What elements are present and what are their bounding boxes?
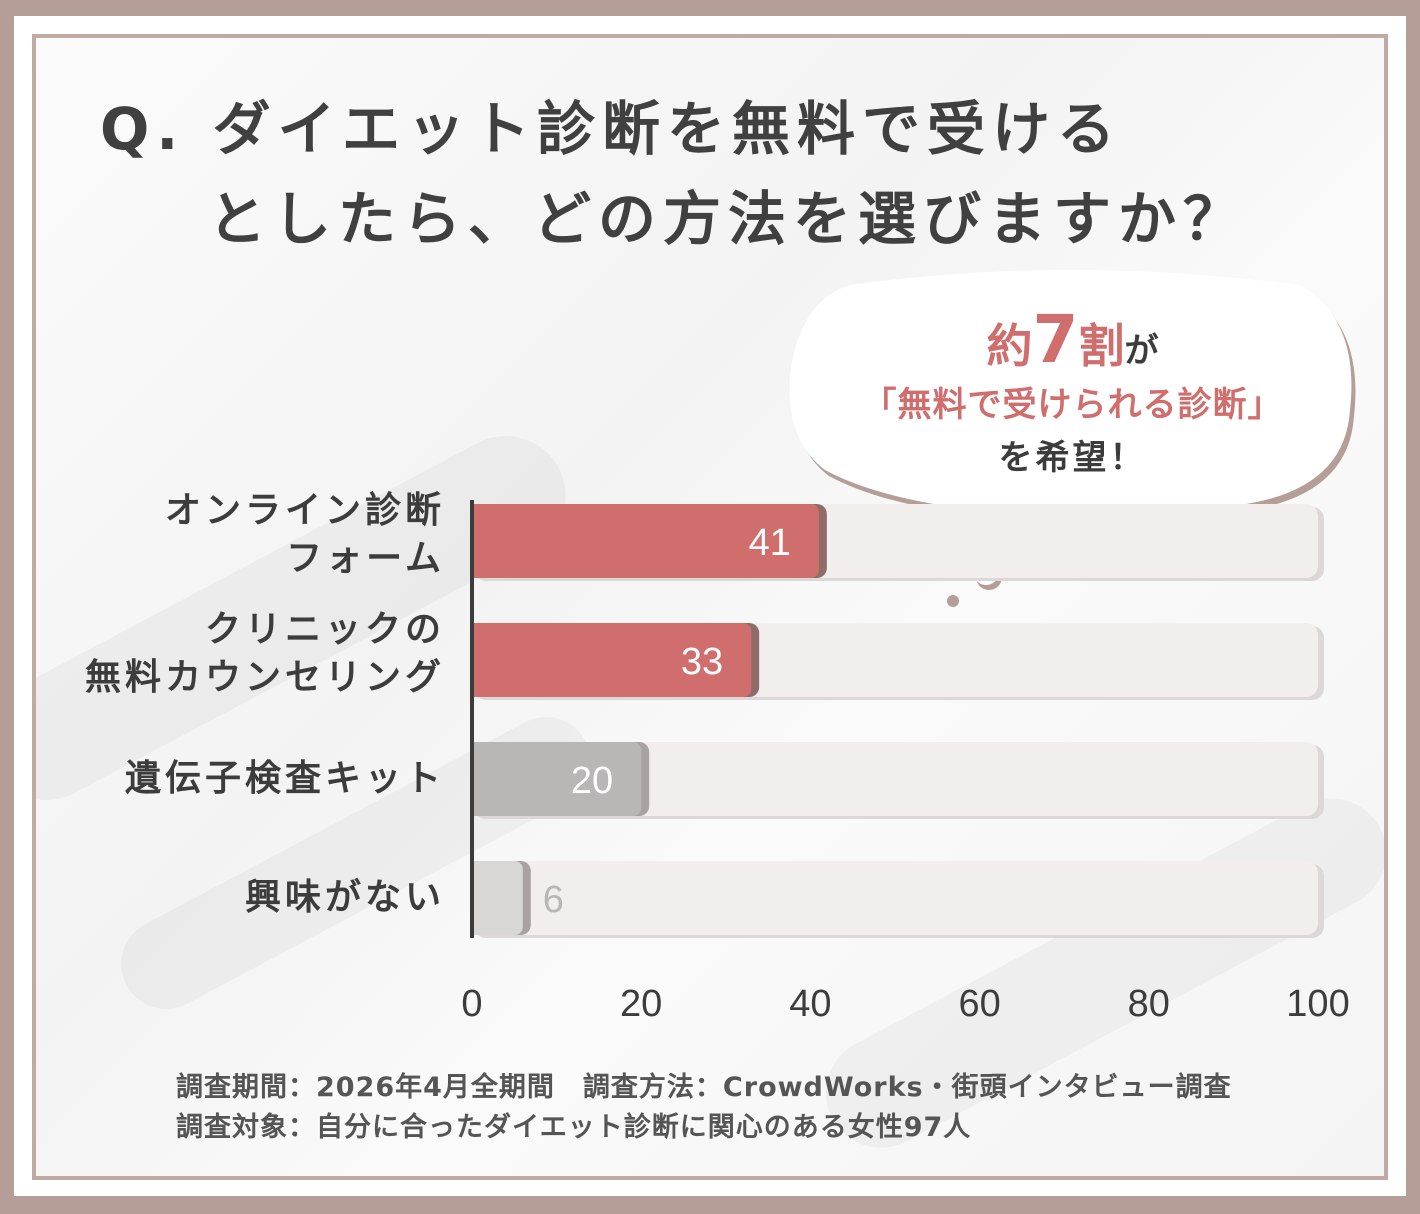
bar-base <box>472 623 484 697</box>
callout-unit: 割 <box>1078 319 1125 373</box>
x-tick-label: 80 <box>1128 983 1170 1025</box>
callout-highlight: 「無料で受けられる診断」 <box>862 385 1283 425</box>
x-tick-label: 20 <box>620 983 662 1025</box>
callout-prefix: 約 <box>986 319 1033 373</box>
bar-3 <box>472 861 523 935</box>
category-label: 興味がない <box>245 874 445 922</box>
bar-track <box>472 742 1318 816</box>
category-label-line: クリニックの <box>204 609 445 650</box>
callout-number: 7 <box>1032 301 1079 378</box>
category-label: クリニックの無料カウンセリング <box>85 606 445 702</box>
category-label: オンライン診断フォーム <box>165 487 445 583</box>
callout-suffix: が <box>1124 331 1159 371</box>
footnote-line-1: 調査期間：2026年4月全期間 調査方法：CrowdWorks・街頭インタビュー… <box>176 1072 1232 1103</box>
x-tick-label: 40 <box>789 983 831 1025</box>
data-label: 6 <box>543 879 564 921</box>
thought-dot-small <box>947 595 959 607</box>
x-tick-label: 0 <box>461 983 482 1025</box>
category-label-line: 遺伝子検査キット <box>124 758 445 799</box>
category-label-line: オンライン診断 <box>164 490 445 531</box>
x-tick-label: 100 <box>1286 983 1349 1025</box>
category-label-line: フォーム <box>286 538 445 579</box>
title-line-1: Q. ダイエット診断を無料で受ける <box>100 95 1122 163</box>
data-label: 20 <box>571 760 613 802</box>
footnote-line-2: 調査対象：自分に合ったダイエット診断に関心のある女性97人 <box>176 1112 972 1143</box>
callout-headline: 約7割が <box>800 300 1345 380</box>
survey-footnote: 調査期間：2026年4月全期間 調査方法：CrowdWorks・街頭インタビュー… <box>176 1068 1232 1148</box>
chart-panel <box>32 34 1388 1180</box>
category-label: 遺伝子検査キット <box>125 755 445 803</box>
x-tick-label: 60 <box>958 983 1000 1025</box>
data-label: 33 <box>681 641 723 683</box>
bar-1 <box>472 623 752 697</box>
data-label: 41 <box>749 522 791 564</box>
callout-bubble-body <box>789 270 1352 549</box>
bar-track <box>472 861 1318 935</box>
bar-base <box>472 861 484 935</box>
category-label-line: 無料カウンセリング <box>84 657 445 698</box>
chart-title: Q. ダイエット診断を無料で受ける としたら、どの方法を選びますか？ <box>100 84 1360 264</box>
category-label-line: 興味がない <box>244 877 445 918</box>
bar-base <box>472 504 484 578</box>
callout-conclusion: を希望！ <box>998 438 1147 478</box>
callout-text: 約7割が 「無料で受けられる診断」 を希望！ <box>800 300 1345 486</box>
title-line-2: としたら、どの方法を選びますか？ <box>208 185 1249 253</box>
bar-base <box>472 742 484 816</box>
bar-2 <box>472 742 642 816</box>
bar-0 <box>472 504 819 578</box>
